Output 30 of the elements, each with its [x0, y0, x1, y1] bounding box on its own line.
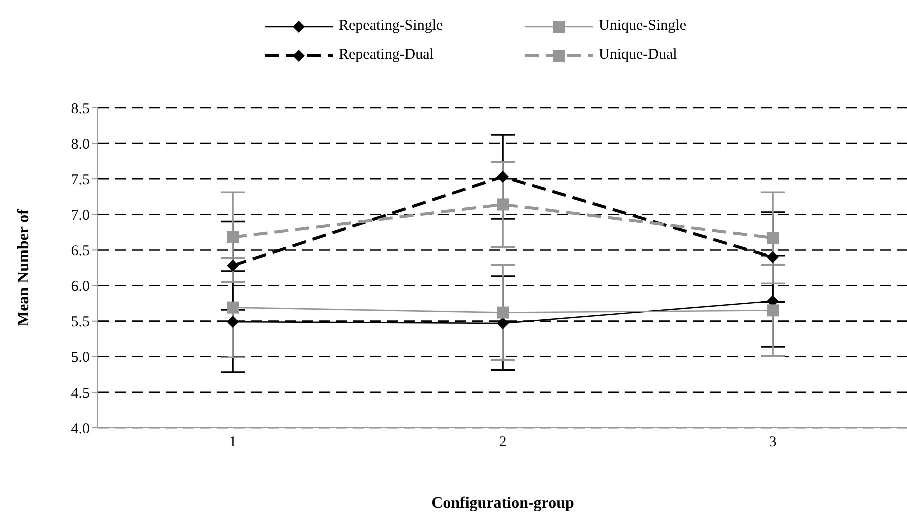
point: [227, 302, 239, 314]
y-tick-label: 4.5: [71, 386, 90, 402]
legend-label: Unique-Single: [599, 18, 686, 35]
point: [767, 251, 779, 264]
y-axis-title: Mean Number of: [16, 208, 33, 327]
y-tick-label: 7.0: [71, 208, 90, 224]
y-tick-label: 6.5: [71, 244, 90, 260]
y-tick-label: 8.0: [71, 136, 90, 153]
point: [767, 232, 779, 244]
y-tick-label: 7.5: [71, 172, 90, 188]
point: [497, 170, 509, 183]
y-tick-label: 5.5: [71, 314, 90, 331]
y-tick-label: 8.5: [71, 101, 90, 118]
point: [227, 231, 239, 244]
point: [227, 260, 239, 272]
y-tick-label: 4.0: [71, 421, 90, 438]
legend-label: Unique-Dual: [599, 47, 678, 64]
x-tick-label: 1: [229, 434, 237, 451]
y-tick-label: 6.0: [71, 279, 90, 296]
x-tick-label: 2: [499, 434, 507, 451]
point: [767, 304, 779, 317]
point: [497, 198, 509, 211]
legend-label: Repeating-Single: [339, 18, 444, 35]
point: [497, 306, 509, 319]
y-tick-label: 5.0: [71, 350, 90, 366]
x-axis-title: Configuration-group: [432, 495, 575, 512]
point: [227, 316, 239, 328]
point: [497, 317, 509, 330]
legend-label: Repeating-Dual: [339, 47, 434, 64]
x-tick-label: 3: [769, 434, 777, 451]
